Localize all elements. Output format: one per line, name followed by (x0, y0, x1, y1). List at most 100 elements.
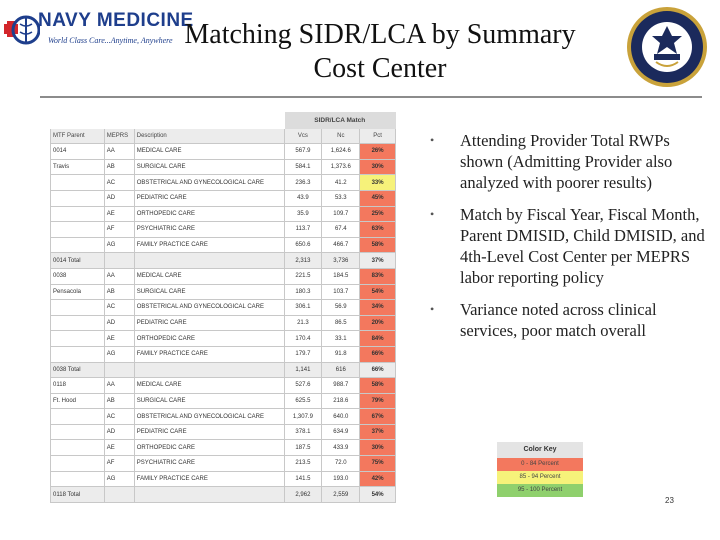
meprs-cell: AC (103, 299, 135, 316)
meprs-cell: AB (103, 392, 135, 410)
table-row: 0014 AA MEDICAL CARE 567.9 1,624.6 26% (50, 143, 396, 160)
table-row: AC OBSTETRICAL AND GYNECOLOGICAL CARE 306.… (50, 299, 396, 316)
meprs-cell: AD (103, 314, 135, 332)
mtf-parent-cell (50, 205, 105, 223)
vcs-cell: 187.5 (283, 439, 323, 457)
pct-cell: 45% (359, 189, 396, 207)
logo-tagline: World Class Care...Anytime, Anywhere (48, 36, 173, 45)
meprs-cell (103, 252, 135, 269)
nc-cell: 33.1 (321, 330, 361, 347)
vcs-cell: 21.3 (283, 314, 323, 332)
table-row: Ft. Hood AB SURGICAL CARE 625.5 218.6 79% (50, 392, 396, 410)
meprs-cell: AE (103, 439, 135, 457)
description-cell: PSYCHIATRIC CARE (133, 455, 285, 472)
table-row: AF PSYCHIATRIC CARE 113.7 67.4 63% (50, 221, 396, 238)
pct-cell: 37% (359, 252, 396, 269)
table-total-row: 0038 Total 1,141 616 66% (50, 361, 396, 379)
bullet-dot-icon: • (430, 133, 435, 147)
pct-cell: 58% (359, 377, 396, 394)
description-cell: MEDICAL CARE (133, 143, 285, 160)
table-row: 0118 AA MEDICAL CARE 527.6 988.7 58% (50, 377, 396, 394)
pct-cell: 30% (359, 439, 396, 457)
nc-cell: 72.0 (321, 455, 361, 472)
vcs-cell: 141.5 (283, 470, 323, 488)
pct-cell: 26% (359, 143, 396, 160)
description-cell: MEDICAL CARE (133, 377, 285, 394)
table-total-row: 0014 Total 2,313 3,736 37% (50, 252, 396, 269)
color-key: Color Key 0 - 84 Percent 85 - 94 Percent 9… (497, 442, 583, 497)
vcs-cell: 2,962 (283, 486, 323, 503)
mtf-parent-cell: 0038 Total (50, 361, 105, 379)
vcs-cell: 43.9 (283, 189, 323, 207)
pct-cell: 67% (359, 408, 396, 425)
pct-cell: 84% (359, 330, 396, 347)
table-caption: SIDR/LCA Match (283, 112, 397, 129)
vcs-cell: 113.7 (283, 221, 323, 238)
table-row: AC OBSTETRICAL AND GYNECOLOGICAL CARE 236.… (50, 174, 396, 191)
mtf-parent-cell: 0014 (50, 143, 105, 160)
table-row: Pensacola AB SURGICAL CARE 180.3 103.7 54% (50, 283, 396, 301)
column-header: Nc (321, 127, 361, 145)
meprs-cell: AE (103, 205, 135, 223)
description-cell: PEDIATRIC CARE (133, 423, 285, 441)
vcs-cell: 2,313 (283, 252, 323, 269)
color-key-item: 0 - 84 Percent (497, 458, 583, 471)
page-title: Matching SIDR/LCA by Summary Cost Center (150, 18, 610, 86)
color-key-title: Color Key (497, 442, 583, 458)
mtf-parent-cell: 0118 Total (50, 486, 105, 503)
mtf-parent-cell: Travis (50, 158, 105, 176)
bullet-text: Variance noted across clinical services,… (460, 300, 657, 340)
bullet-item: • Attending Provider Total RWPs shown (Ad… (428, 130, 712, 193)
column-header: Description (133, 127, 285, 145)
pct-cell: 79% (359, 392, 396, 410)
pct-cell: 42% (359, 470, 396, 488)
vcs-cell: 170.4 (283, 330, 323, 347)
mtf-parent-cell: 0118 (50, 377, 105, 394)
column-header: Pct (359, 127, 396, 145)
meprs-cell: AG (103, 470, 135, 488)
vcs-cell: 584.1 (283, 158, 323, 176)
pct-cell: 37% (359, 423, 396, 441)
mtf-parent-cell: 0014 Total (50, 252, 105, 269)
pct-cell: 63% (359, 221, 396, 238)
description-cell: PEDIATRIC CARE (133, 314, 285, 332)
mtf-parent-cell (50, 470, 105, 488)
table-total-row: 0118 Total 2,962 2,559 54% (50, 486, 396, 503)
pct-cell: 54% (359, 283, 396, 301)
description-cell: OBSTETRICAL AND GYNECOLOGICAL CARE (133, 299, 285, 316)
caduceus-emblem-icon (4, 15, 40, 45)
meprs-cell (103, 486, 135, 503)
description-cell (133, 486, 285, 503)
pct-cell: 33% (359, 174, 396, 191)
vcs-cell: 1,141 (283, 361, 323, 379)
page-number: 23 (665, 496, 674, 505)
column-header: Vcs (283, 127, 323, 145)
bullet-list: • Attending Provider Total RWPs shown (Ad… (428, 130, 712, 352)
nc-cell: 640.0 (321, 408, 361, 425)
nc-cell: 184.5 (321, 267, 361, 285)
nc-cell: 2,559 (321, 486, 361, 503)
nc-cell: 103.7 (321, 283, 361, 301)
pct-cell: 34% (359, 299, 396, 316)
nc-cell: 1,624.6 (321, 143, 361, 160)
vcs-cell: 567.9 (283, 143, 323, 160)
table-row: AG FAMILY PRACTICE CARE 650.6 466.7 58% (50, 236, 396, 254)
vcs-cell: 1,307.9 (283, 408, 323, 425)
mtf-parent-cell (50, 330, 105, 347)
description-cell: PSYCHIATRIC CARE (133, 221, 285, 238)
mtf-parent-cell (50, 423, 105, 441)
description-cell (133, 361, 285, 379)
bullet-item: • Variance noted across clinical services… (428, 299, 712, 341)
sidr-lca-match-table-panel: SIDR/LCA Match MTF Parent MEPRS Descriptio… (50, 112, 397, 522)
mtf-parent-cell (50, 439, 105, 457)
navy-medicine-logo: NAVY MEDICINE World Class Care...Anytime… (4, 4, 193, 56)
meprs-cell: AA (103, 267, 135, 285)
pct-cell: 25% (359, 205, 396, 223)
vcs-cell: 35.9 (283, 205, 323, 223)
pct-cell: 83% (359, 267, 396, 285)
meprs-cell: AE (103, 330, 135, 347)
nc-cell: 218.6 (321, 392, 361, 410)
mtf-parent-cell (50, 221, 105, 238)
meprs-cell: AA (103, 377, 135, 394)
vcs-cell: 179.7 (283, 345, 323, 363)
